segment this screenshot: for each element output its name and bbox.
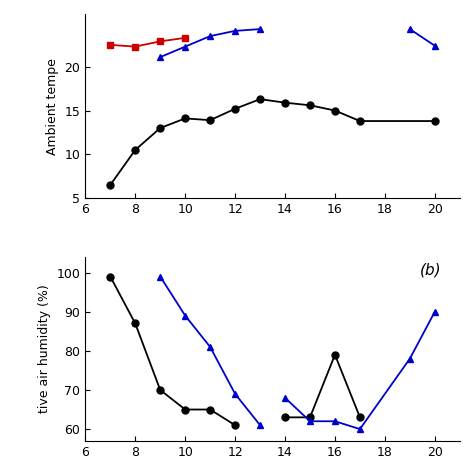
Y-axis label: Ambient tempe: Ambient tempe xyxy=(46,58,59,155)
Text: (b): (b) xyxy=(419,263,441,277)
Y-axis label: tive air humidity (%): tive air humidity (%) xyxy=(38,284,51,413)
